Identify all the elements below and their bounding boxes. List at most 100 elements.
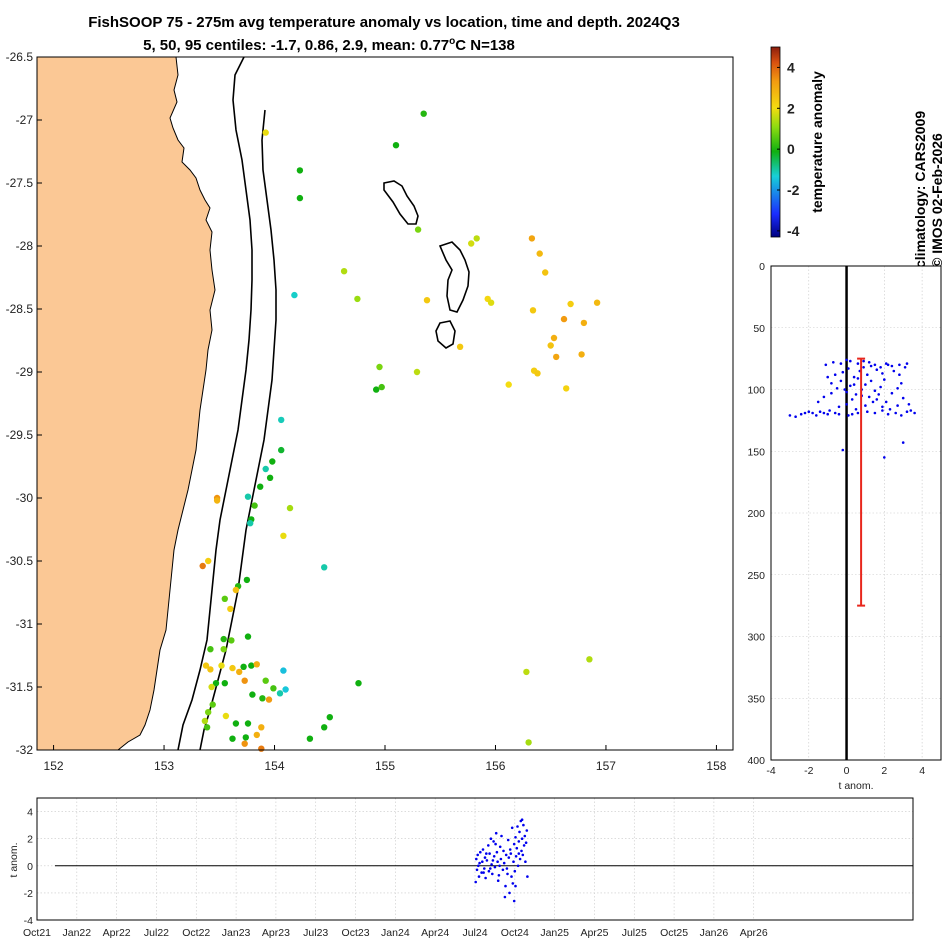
map-data-point [560,315,568,323]
depth-data-point [881,372,884,375]
map-data-point [227,605,234,613]
map-data-point [251,502,258,509]
map-data-point [563,385,570,392]
depth-data-point [837,412,841,416]
depth-data-point [862,366,865,369]
depth-data-point [839,362,843,365]
depth-data-point [881,409,884,412]
map-data-point [392,142,400,149]
time-x-tick-label: Oct23 [342,927,370,939]
depth-data-point [833,411,837,415]
map-data-point [534,370,541,377]
colorbar-gradient [770,46,781,238]
time-data-point [521,853,525,857]
depth-data-point [822,395,826,399]
depth-data-point [835,387,839,390]
map-data-point [212,680,220,687]
time-data-point [490,863,493,866]
time-x-tick-label: Jan23 [222,927,251,939]
map-data-point [244,720,252,727]
map-data-point [291,291,298,299]
map-data-point [373,386,380,393]
map-data-point [262,677,269,684]
map-data-point [236,668,243,676]
depth-data-point [833,373,837,377]
map-data-point [473,235,480,242]
map-data-point [529,307,537,314]
map-data-point [547,342,554,349]
time-data-point [526,875,529,878]
time-data-point [506,872,509,876]
time-data-point [475,857,478,861]
map-data-point [258,724,265,731]
map-data-point [205,557,212,565]
time-data-point [516,864,520,868]
time-x-tick-label: Apr22 [103,927,131,939]
map-data-point [593,299,601,306]
depth-data-point [856,362,860,365]
time-data-point [507,856,511,859]
time-y-tick-label: -2 [24,888,33,900]
time-x-tick-label: Jan24 [381,927,410,939]
map-data-point [258,745,265,752]
map-data-point [242,734,249,741]
time-data-point [498,845,502,849]
time-data-point [502,849,505,853]
depth-data-point [837,405,841,409]
time-data-point [494,842,497,846]
depth-x-tick-label: -4 [766,765,775,777]
time-data-point [479,850,482,854]
colorbar: -4 -2 0 2 4 temperature anomaly [770,46,825,239]
depth-y-tick-label: 150 [747,446,765,458]
time-data-point [510,875,513,878]
map-x-tick-label: 155 [375,759,395,773]
time-data-point [520,849,523,853]
time-data-point [481,860,484,863]
time-series-panel: Oct21 Jan22 Apr22 Jul22 Oct22 Jan23 Apr23 Jul23… [8,797,914,939]
map-y-tick-label: -27.5 [6,176,34,190]
map-data-point [487,299,495,306]
time-data-point [502,861,506,865]
depth-data-point [875,398,879,401]
depth-data-point [850,412,854,416]
depth-profile-panel: -4 -2 0 2 4 0 50 100 150 200 250 300 350 400 t anom. [747,261,942,792]
time-x-tick-label: Jul22 [144,927,169,939]
map-data-point [241,677,248,684]
map-data-point [413,368,421,376]
map-x-tick-label: 158 [706,759,726,773]
time-data-point [476,853,480,857]
map-y-tick-label: -31.5 [6,680,34,694]
map-data-point [276,690,284,697]
depth-data-point [873,363,877,367]
map-y-tick-label: -29 [16,365,34,379]
time-x-tick-label: Oct22 [182,927,210,939]
map-data-point [321,564,328,571]
time-x-tick-label: Apr23 [262,927,290,939]
colorbar-tick-label: 4 [787,59,795,75]
map-data-point [259,695,266,702]
map-data-point [296,194,304,202]
time-data-point [511,882,515,885]
map-data-point [456,343,464,350]
map-data-point [580,319,588,327]
depth-data-point [828,409,831,412]
depth-data-point [830,391,833,395]
seamount-contour-3 [435,320,456,349]
time-data-point [522,823,525,827]
map-data-point [542,269,549,276]
map-y-tick-label: -28.5 [6,302,34,316]
time-data-point [520,818,524,821]
depth-data-point [862,359,865,363]
depth-data-point [901,396,905,400]
map-data-point [265,696,273,703]
time-data-point [489,837,493,840]
time-data-point [512,899,516,903]
time-data-point [483,856,487,859]
depth-data-point [818,410,822,414]
time-data-point [514,884,517,888]
map-data-point [420,110,427,117]
depth-data-point [856,411,860,415]
map-data-point [280,532,287,539]
map-data-point [550,334,558,342]
chart-title-line2: 5, 50, 95 centiles: -1.7, 0.86, 2.9, mea… [143,36,515,54]
